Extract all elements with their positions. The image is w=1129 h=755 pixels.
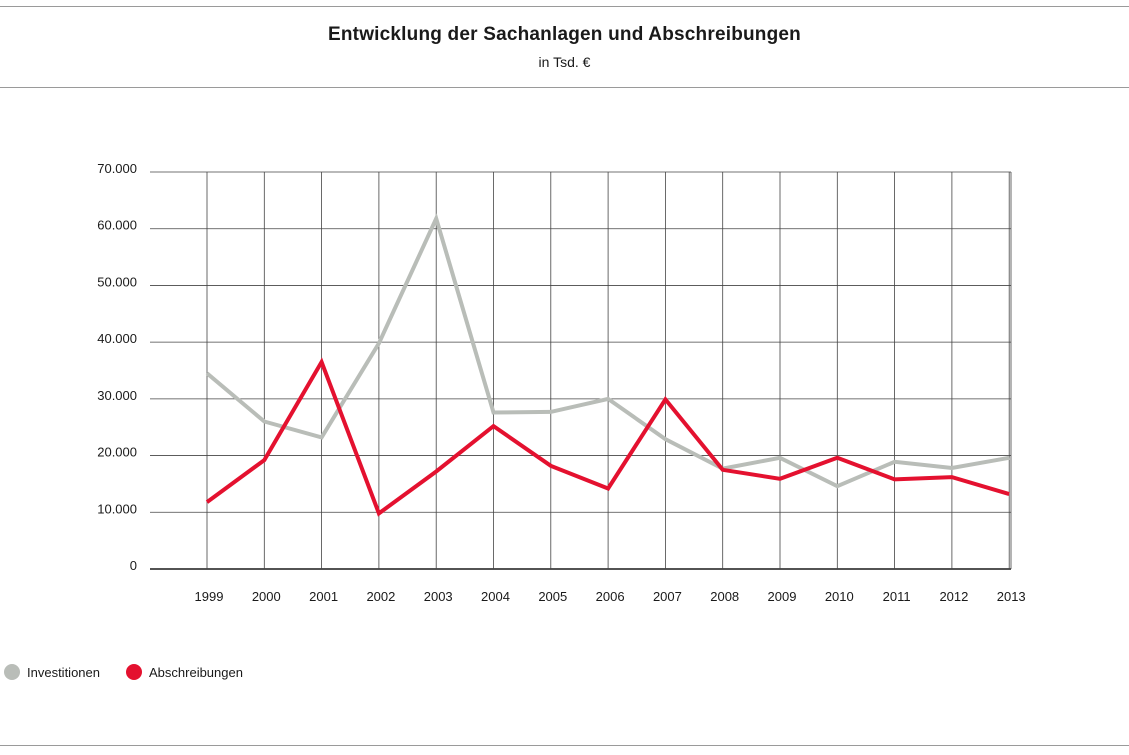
y-tick-label: 40.000 <box>97 331 137 346</box>
chart-subtitle: in Tsd. € <box>538 54 591 70</box>
y-tick-label: 0 <box>130 558 137 573</box>
legend-label-investitionen: Investitionen <box>27 664 100 680</box>
x-tick-label: 1999 <box>195 589 224 604</box>
x-axis-labels: 1999 2000 2001 2002 2003 2004 2005 2006 2007 2008… <box>195 589 1026 604</box>
x-tick-label: 2000 <box>252 589 281 604</box>
x-tick-label: 2011 <box>883 589 911 604</box>
y-tick-label: 60.000 <box>97 218 137 233</box>
x-tick-label: 2005 <box>538 589 567 604</box>
x-tick-label: 2012 <box>939 589 968 604</box>
x-tick-label: 2009 <box>768 589 797 604</box>
y-tick-label: 20.000 <box>97 445 137 460</box>
x-tick-label: 2008 <box>710 589 739 604</box>
x-tick-label: 2002 <box>366 589 395 604</box>
y-tick-label: 70.000 <box>97 161 137 176</box>
bottom-rule <box>0 745 1129 746</box>
legend-label-abschreibungen: Abschreibungen <box>149 664 243 680</box>
series-line-abschreibungen <box>205 357 1010 517</box>
x-tick-label: 2010 <box>825 589 854 604</box>
y-tick-label: 50.000 <box>97 274 137 289</box>
y-tick-label: 10.000 <box>97 501 137 516</box>
header-rule <box>0 87 1129 88</box>
legend-marker-abschreibungen <box>126 664 142 680</box>
legend: Investitionen Abschreibungen <box>4 664 269 680</box>
series-line-investitionen <box>205 212 1010 489</box>
x-tick-label: 2003 <box>424 589 453 604</box>
chart-title: Entwicklung der Sachanlagen und Abschrei… <box>327 24 801 45</box>
x-tick-label: 2006 <box>596 589 625 604</box>
x-tick-label: 2007 <box>653 589 682 604</box>
x-tick-label: 2013 <box>997 589 1026 604</box>
grid <box>150 171 1012 570</box>
series-lines <box>205 212 1010 517</box>
legend-marker-investitionen <box>4 664 20 680</box>
top-rule <box>0 6 1129 7</box>
y-axis-labels: 0 10.000 20.000 30.000 40.000 50.000 60.000 70.… <box>97 161 137 573</box>
y-tick-label: 30.000 <box>97 388 137 403</box>
x-tick-label: 2004 <box>481 589 510 604</box>
line-chart: 0 10.000 20.000 30.000 40.000 50.000 60.000 70.… <box>97 161 1026 604</box>
x-tick-label: 2001 <box>309 589 338 604</box>
legend-item-investitionen: Investitionen <box>4 664 100 680</box>
legend-item-abschreibungen: Abschreibungen <box>126 664 243 680</box>
